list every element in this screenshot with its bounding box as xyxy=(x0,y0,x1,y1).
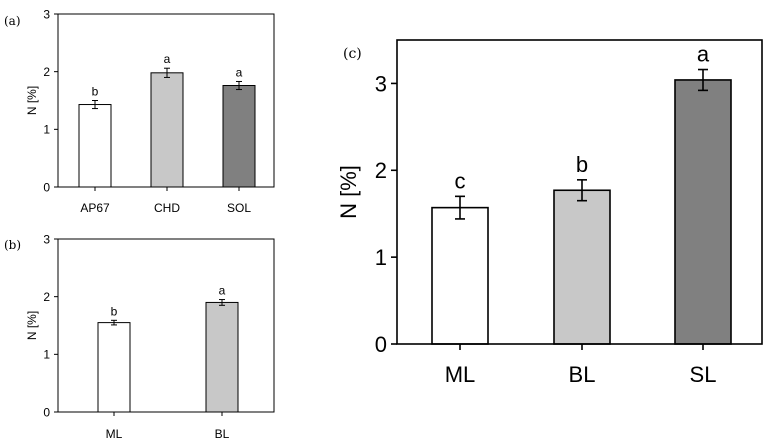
x-tick-label: SOL xyxy=(227,201,251,215)
bar-CHD xyxy=(150,72,184,188)
y-tick-label: 3 xyxy=(43,7,50,21)
y-tick-label: 2 xyxy=(43,290,50,304)
y-tick-label: 0 xyxy=(43,405,50,419)
y-tick-label: 1 xyxy=(43,123,50,137)
panel-label: (a) xyxy=(4,14,21,28)
bar-SOL xyxy=(222,85,256,188)
significance-letter: a xyxy=(236,65,243,79)
significance-letter: b xyxy=(576,152,588,177)
y-tick-label: 1 xyxy=(43,348,50,362)
chart-panel-b: (b) b ML a BL 0 1 2 3 N [%] xyxy=(4,232,275,441)
y-axis-label: N [%] xyxy=(25,86,39,115)
bar-BL xyxy=(553,189,611,345)
y-tick-label: 0 xyxy=(43,180,50,194)
significance-letter: c xyxy=(455,168,466,193)
x-tick-label: CHD xyxy=(154,201,180,215)
bar-BL xyxy=(205,301,239,413)
significance-letter: b xyxy=(111,304,118,318)
y-tick-label: 3 xyxy=(375,71,387,96)
significance-letter: a xyxy=(219,284,226,298)
plot-frame xyxy=(57,238,275,413)
x-tick-label: ML xyxy=(106,427,123,441)
x-tick-label: BL xyxy=(215,427,230,441)
y-tick-label: 1 xyxy=(375,245,387,270)
chart-panel-a: (a) b AP67 a CHD a SOL 0 1 2 3 N [%] xyxy=(4,7,275,215)
y-axis-label: N [%] xyxy=(336,165,361,219)
x-tick-label: SL xyxy=(690,362,717,387)
y-tick-label: 3 xyxy=(43,232,50,246)
bar-SL xyxy=(674,79,732,345)
chart-panel-c: (c) c ML b BL a SL 0 1 2 3 N [%] xyxy=(336,39,763,387)
y-tick-label: 0 xyxy=(375,332,387,357)
significance-letter: b xyxy=(92,85,99,99)
x-tick-label: AP67 xyxy=(80,201,110,215)
y-tick-label: 2 xyxy=(43,65,50,79)
plot-frame xyxy=(396,39,763,345)
bar-AP67 xyxy=(78,104,112,188)
bar-ML xyxy=(97,322,131,413)
y-tick-label: 2 xyxy=(375,158,387,183)
x-tick-label: BL xyxy=(569,362,596,387)
panel-label: (b) xyxy=(4,238,21,252)
x-tick-label: ML xyxy=(445,362,476,387)
significance-letter: a xyxy=(164,52,171,66)
panel-label: (c) xyxy=(343,46,362,62)
significance-letter: a xyxy=(697,42,710,67)
y-axis-label: N [%] xyxy=(25,311,39,340)
plot-frame xyxy=(57,13,275,188)
bar-ML xyxy=(431,206,489,345)
